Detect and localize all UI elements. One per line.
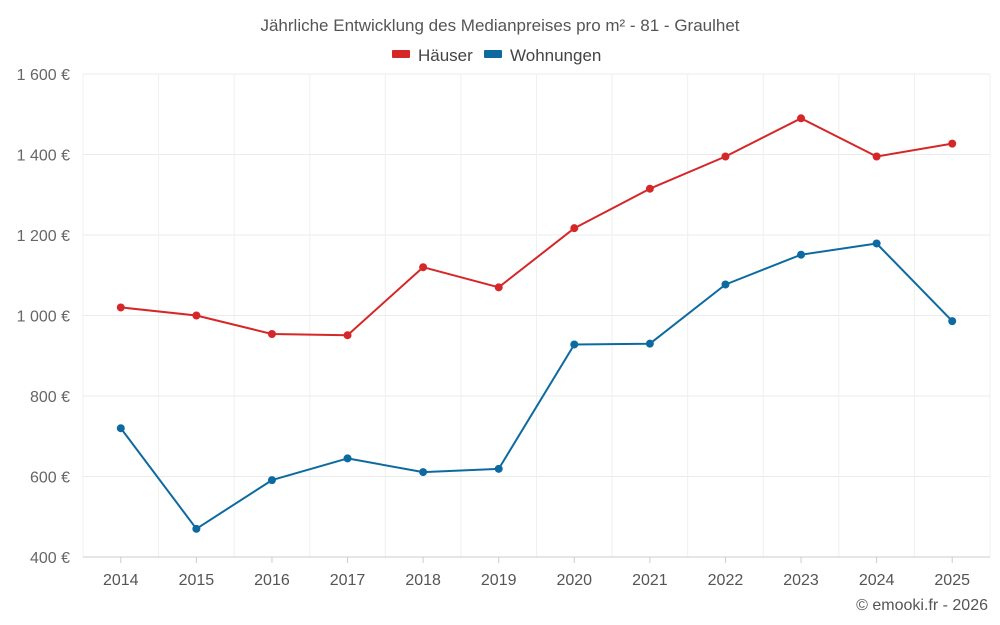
series-haeuser xyxy=(116,114,957,340)
data-point-wohnungen[interactable] xyxy=(948,317,957,326)
series-layer xyxy=(116,114,957,533)
x-tick-label: 2020 xyxy=(556,572,592,589)
data-point-wohnungen[interactable] xyxy=(419,468,428,477)
x-tick-label: 2019 xyxy=(481,572,517,589)
data-point-haeuser[interactable] xyxy=(116,303,125,312)
data-point-haeuser[interactable] xyxy=(343,331,352,340)
x-tick-label: 2015 xyxy=(179,572,215,589)
grid xyxy=(82,73,991,557)
x-tick-label: 2017 xyxy=(330,572,366,589)
data-point-haeuser[interactable] xyxy=(192,311,201,320)
legend-item-wohnungen[interactable]: Wohnungen xyxy=(484,46,601,65)
chart-title: Jährliche Entwicklung des Medianpreises … xyxy=(260,16,739,35)
series-line-wohnungen xyxy=(120,242,953,530)
y-tick-label: 600 € xyxy=(30,470,70,487)
x-tick-label: 2022 xyxy=(708,572,744,589)
y-tick-label: 1 000 € xyxy=(17,309,70,326)
data-point-wohnungen[interactable] xyxy=(797,250,806,259)
x-tick-label: 2021 xyxy=(632,572,668,589)
x-tick-label: 2014 xyxy=(103,572,139,589)
data-point-wohnungen[interactable] xyxy=(645,339,654,348)
y-tick-label: 400 € xyxy=(30,550,70,567)
series-line-haeuser xyxy=(120,117,953,337)
series-wohnungen xyxy=(116,239,957,533)
x-tick-label: 2016 xyxy=(254,572,290,589)
y-tick-label: 1 200 € xyxy=(17,228,70,245)
credit-text: © emooki.fr - 2026 xyxy=(856,597,988,614)
y-axis-ticks: 400 € 600 € 800 € 1 000 € 1 200 € 1 400 € 1 60… xyxy=(17,67,70,567)
data-point-wohnungen[interactable] xyxy=(267,476,276,485)
data-point-wohnungen[interactable] xyxy=(721,280,730,289)
data-point-haeuser[interactable] xyxy=(645,184,654,193)
data-point-haeuser[interactable] xyxy=(872,152,881,161)
x-tick-label: 2025 xyxy=(934,572,970,589)
legend-label-wohnungen: Wohnungen xyxy=(510,46,601,65)
data-point-wohnungen[interactable] xyxy=(116,424,125,433)
data-point-wohnungen[interactable] xyxy=(570,340,579,349)
data-point-haeuser[interactable] xyxy=(267,330,276,339)
legend-swatch-haeuser xyxy=(392,50,410,58)
data-point-wohnungen[interactable] xyxy=(494,464,503,473)
data-point-wohnungen[interactable] xyxy=(872,239,881,248)
legend-label-haeuser: Häuser xyxy=(418,46,473,65)
legend-swatch-wohnungen xyxy=(484,50,502,58)
data-point-haeuser[interactable] xyxy=(797,114,806,123)
data-point-wohnungen[interactable] xyxy=(192,524,201,533)
x-axis-ticks: 2014 2015 2016 2017 2018 2019 2020 2021 2022 2023… xyxy=(103,557,970,589)
y-tick-label: 1 400 € xyxy=(17,148,70,165)
y-tick-label: 800 € xyxy=(30,389,70,406)
y-tick-label: 1 600 € xyxy=(17,67,70,84)
x-tick-label: 2023 xyxy=(783,572,819,589)
data-point-wohnungen[interactable] xyxy=(343,454,352,463)
legend[interactable]: Häuser Wohnungen xyxy=(392,46,601,65)
x-tick-label: 2018 xyxy=(405,572,441,589)
data-point-haeuser[interactable] xyxy=(721,152,730,161)
x-tick-label: 2024 xyxy=(859,572,895,589)
data-point-haeuser[interactable] xyxy=(419,263,428,272)
legend-item-haeuser[interactable]: Häuser xyxy=(392,46,473,65)
data-point-haeuser[interactable] xyxy=(948,139,957,148)
data-point-haeuser[interactable] xyxy=(570,224,579,233)
data-point-haeuser[interactable] xyxy=(494,283,503,292)
